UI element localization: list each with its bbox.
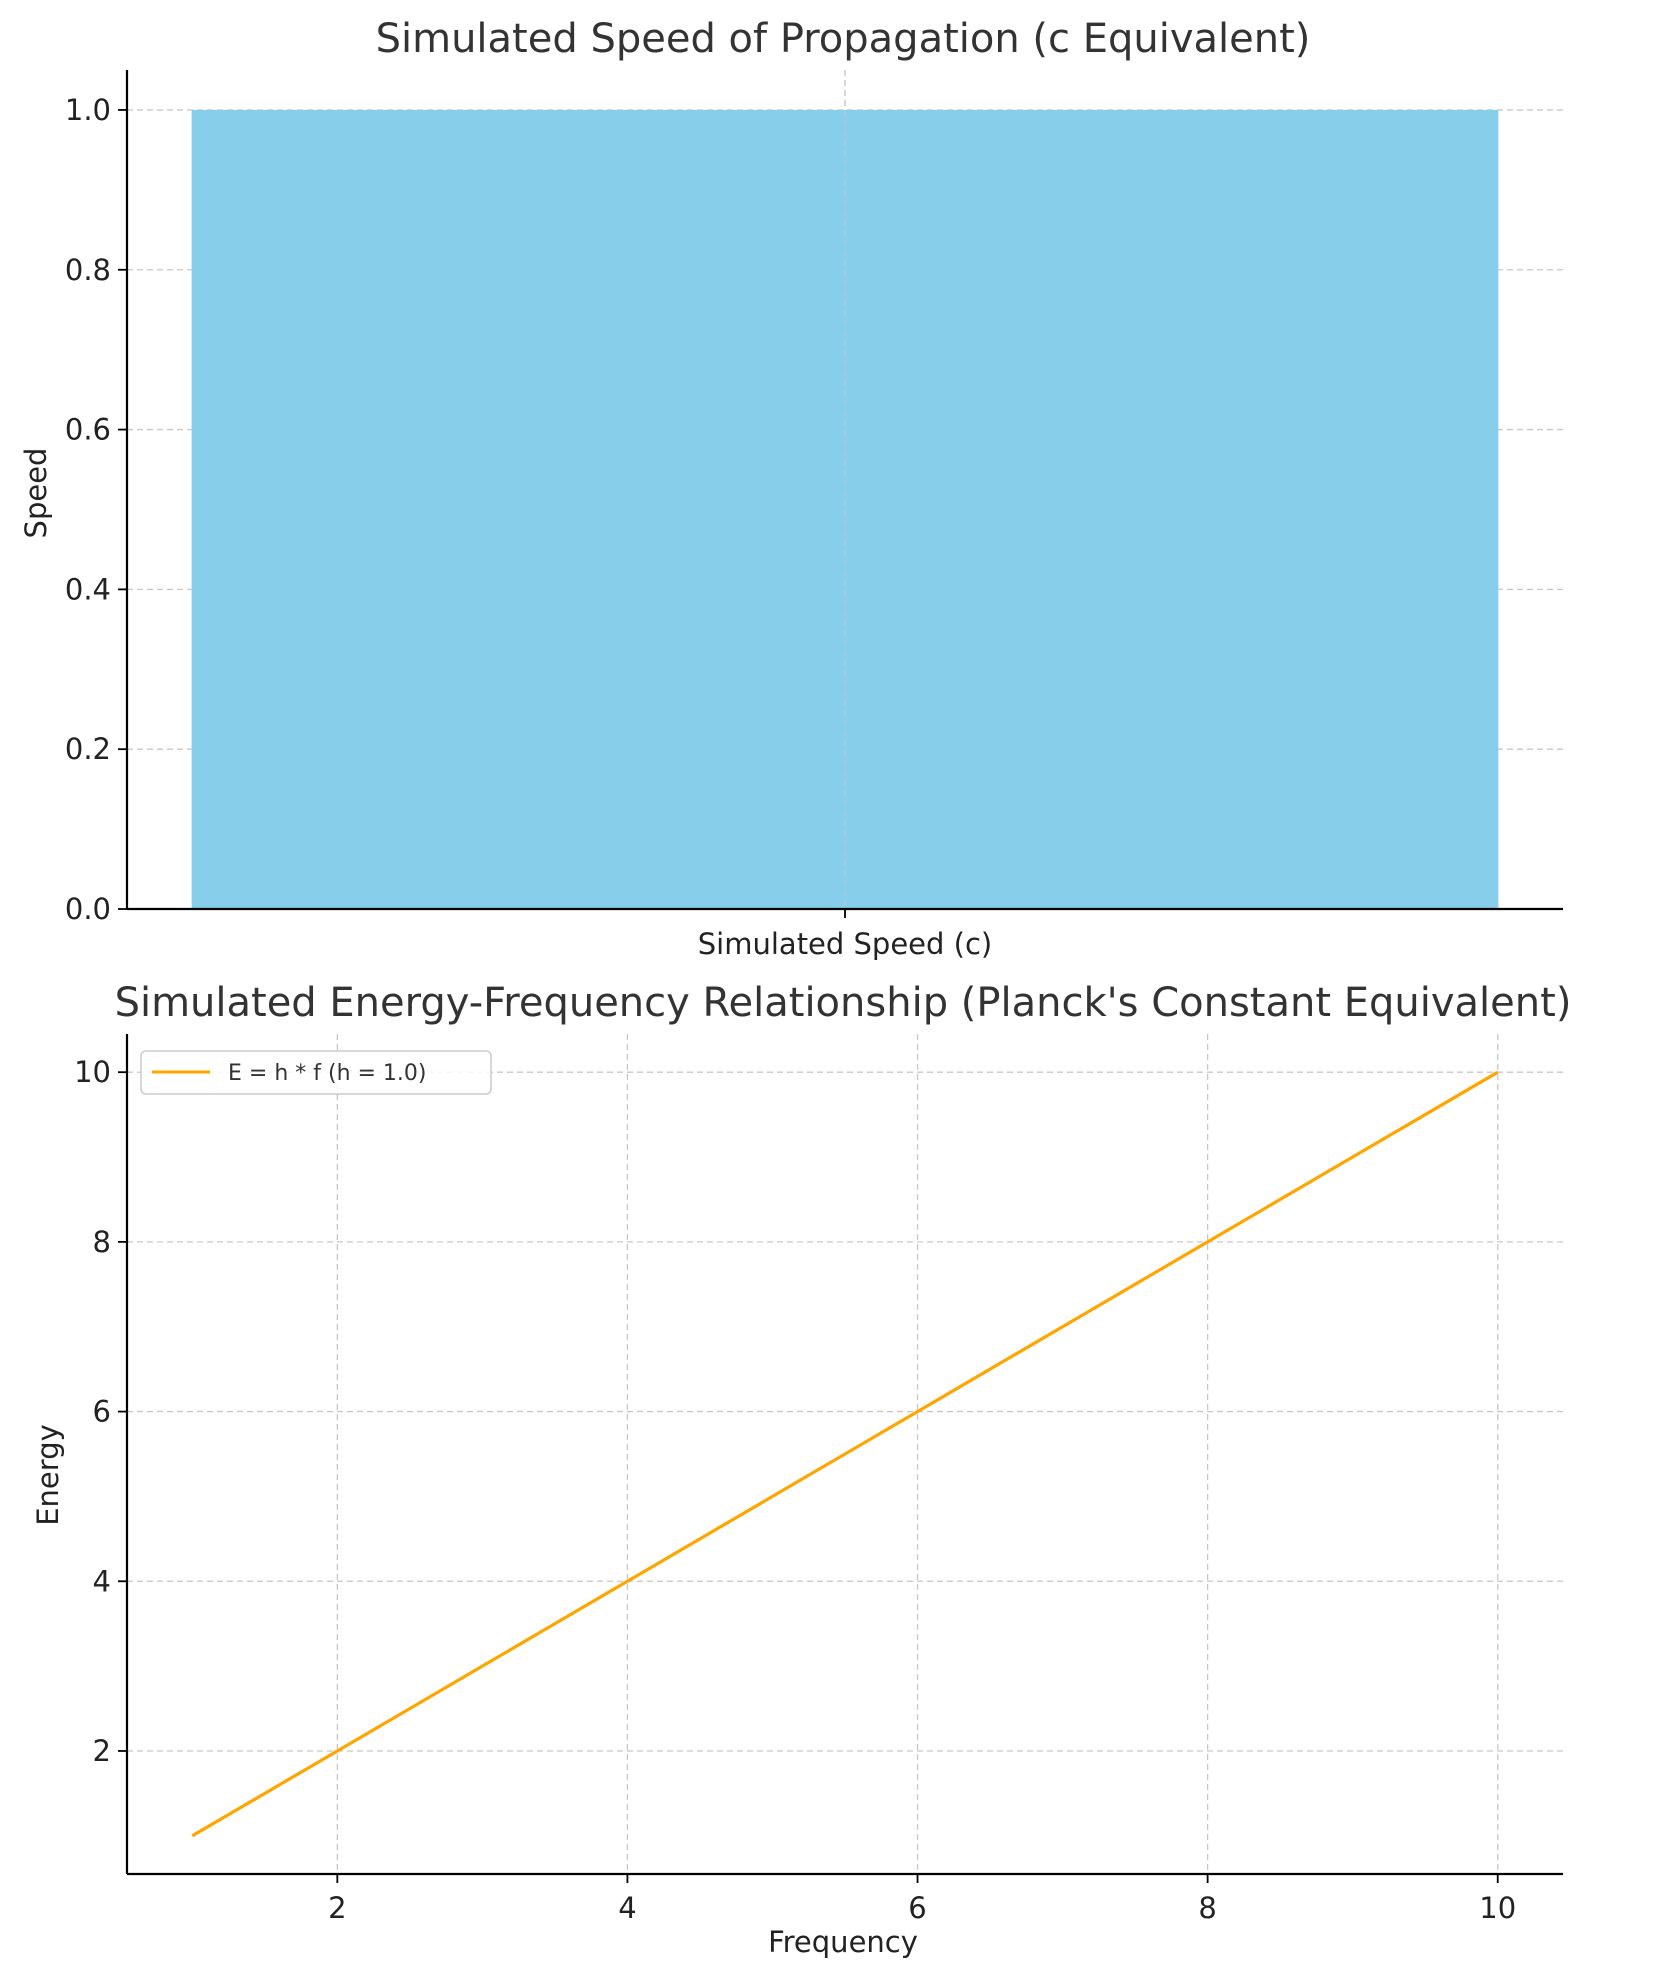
speed-chart-y-tick-label: 0.6	[65, 413, 111, 447]
energy-chart-spines	[125, 1034, 1563, 1876]
speed-chart-y-tick-label: 0.8	[65, 253, 111, 287]
energy-chart-x-tick-label: 4	[618, 1891, 636, 1925]
speed-bar	[191, 109, 1499, 909]
energy-chart-y-tick-label: 10	[74, 1055, 111, 1089]
legend-box	[140, 1050, 492, 1095]
energy-chart-legend: E = h * f (h = 1.0)	[140, 1050, 492, 1095]
speed-chart-y-tick-label: 0.0	[65, 892, 111, 926]
energy-chart-x-tick-label: 2	[328, 1891, 346, 1925]
energy-chart-y-ticks: 2 4 6 8 10	[74, 1055, 127, 1768]
energy-series-line	[191, 1070, 1499, 1838]
speed-chart-y-axis-label: Speed	[19, 448, 53, 539]
energy-chart: Simulated Energy-Frequency Relationship …	[31, 980, 1571, 1959]
energy-chart-y-tick-label: 4	[93, 1564, 111, 1598]
speed-chart: Simulated Speed of Propagation (c Equiva…	[19, 16, 1563, 961]
legend-entry: E = h * f (h = 1.0)	[228, 1061, 427, 1086]
speed-chart-bars	[191, 70, 1499, 909]
energy-chart-grid	[127, 1034, 1563, 1874]
energy-chart-y-tick-label: 2	[93, 1734, 111, 1768]
speed-chart-title: Simulated Speed of Propagation (c Equiva…	[376, 16, 1311, 62]
energy-chart-y-tick-label: 8	[93, 1225, 111, 1259]
energy-chart-x-axis-label: Frequency	[768, 1925, 918, 1959]
energy-chart-x-tick-label: 8	[1198, 1891, 1216, 1925]
speed-chart-y-tick-label: 0.4	[65, 572, 111, 606]
energy-chart-x-tick-label: 10	[1479, 1891, 1516, 1925]
speed-chart-x-ticks: Simulated Speed (c)	[698, 909, 992, 961]
energy-chart-lines	[191, 1070, 1499, 1838]
energy-chart-title: Simulated Energy-Frequency Relationship …	[115, 980, 1572, 1026]
energy-chart-y-axis-label: Energy	[31, 1424, 65, 1526]
speed-chart-x-tick-label: Simulated Speed (c)	[698, 927, 992, 961]
speed-chart-y-ticks: 0.0 0.2 0.4 0.6 0.8 1.0	[65, 93, 127, 926]
energy-chart-x-ticks: 2 4 6 8 10	[328, 1874, 1516, 1925]
energy-chart-y-tick-label: 6	[93, 1395, 111, 1429]
speed-chart-y-tick-label: 1.0	[65, 93, 111, 127]
speed-chart-y-tick-label: 0.2	[65, 732, 111, 766]
energy-chart-x-tick-label: 6	[908, 1891, 926, 1925]
